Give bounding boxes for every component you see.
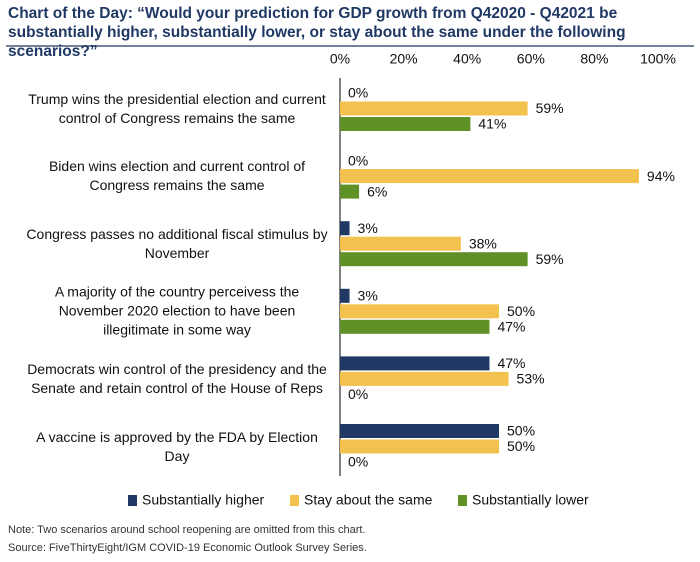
value-label: 50% — [507, 438, 535, 454]
category-label: Democrats win control of the presidency … — [27, 360, 327, 396]
value-label: 94% — [647, 168, 675, 184]
note: Note: Two scenarios around school reopen… — [8, 524, 366, 536]
value-label: 50% — [507, 303, 535, 319]
legend-swatch — [290, 495, 299, 506]
category-label: A majority of the country perceivess the… — [54, 283, 300, 338]
value-label: 50% — [507, 423, 535, 439]
legend-label: Stay about the same — [304, 492, 433, 508]
value-label: 47% — [497, 355, 525, 371]
x-tick-label: 40% — [453, 51, 481, 67]
value-label: 38% — [469, 235, 497, 251]
category-label: A vaccine is approved by the FDA by Elec… — [36, 428, 318, 464]
legend-label: Substantially higher — [142, 492, 265, 508]
bar — [340, 319, 490, 334]
value-label: 0% — [348, 85, 368, 101]
x-tick-label: 80% — [580, 51, 608, 67]
value-label: 53% — [517, 371, 545, 387]
value-label: 0% — [348, 454, 368, 470]
value-label: 3% — [358, 288, 378, 304]
bar — [340, 288, 350, 303]
x-tick-label: 60% — [517, 51, 545, 67]
bar — [340, 117, 471, 131]
bar — [340, 221, 350, 236]
bar — [340, 356, 490, 371]
bar — [340, 169, 639, 184]
value-label: 59% — [536, 100, 564, 116]
category-label: Biden wins election and current control … — [48, 158, 306, 194]
legend-swatch — [128, 495, 137, 506]
value-label: 3% — [358, 220, 378, 236]
value-label: 41% — [478, 116, 506, 132]
value-label: 0% — [348, 386, 368, 402]
legend-label: Substantially lower — [472, 492, 589, 508]
legend-swatch — [458, 495, 467, 506]
x-tick-label: 100% — [640, 51, 676, 67]
chart-title: Chart of the Day: “Would your prediction… — [8, 5, 626, 60]
value-label: 6% — [367, 183, 387, 199]
bar — [340, 236, 461, 251]
bar — [340, 424, 499, 438]
bar — [340, 101, 528, 116]
bar — [340, 252, 528, 267]
value-label: 0% — [348, 152, 368, 168]
source: Source: FiveThirtyEight/IGM COVID-19 Eco… — [8, 542, 367, 554]
x-tick-label: 20% — [390, 51, 418, 67]
x-tick-label: 0% — [330, 51, 350, 67]
category-label: Trump wins the presidential election and… — [28, 90, 326, 126]
bar — [340, 371, 509, 386]
bar — [340, 439, 499, 454]
value-label: 47% — [497, 319, 525, 335]
bar — [340, 184, 360, 199]
category-label: Congress passes no additional fiscal sti… — [26, 225, 328, 261]
bar — [340, 304, 499, 319]
value-label: 59% — [536, 251, 564, 267]
